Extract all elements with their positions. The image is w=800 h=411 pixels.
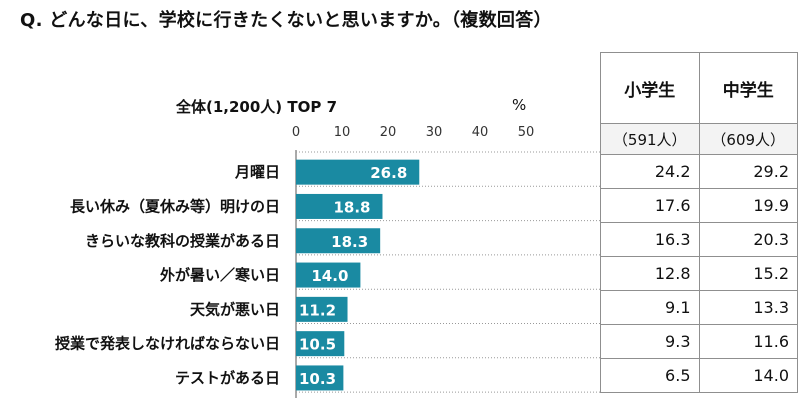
sample-size-elementary: （591人） — [600, 123, 700, 155]
category-label: 長い休み（夏休み等）明けの日 — [70, 197, 280, 215]
breakdown-row: 24.2 29.2 — [600, 154, 798, 189]
column-header-junior-high: 中学生 — [698, 52, 798, 124]
bar-value-label: 10.3 — [299, 370, 336, 388]
junior-high-value: 13.3 — [698, 290, 798, 325]
bar-value-label: 18.3 — [331, 233, 368, 251]
breakdown-row: 16.3 20.3 — [600, 222, 798, 257]
bar-value-label: 14.0 — [311, 267, 348, 285]
x-tick-label: 10 — [334, 125, 351, 140]
category-label: 授業で発表しなければならない日 — [55, 335, 280, 353]
junior-high-value: 15.2 — [698, 256, 798, 291]
category-label: テストがある日 — [175, 369, 280, 387]
junior-high-value: 20.3 — [698, 222, 798, 257]
breakdown-row: 9.1 13.3 — [600, 290, 798, 325]
bar-value-label: 18.8 — [333, 198, 370, 216]
category-label: 外が暑い／寒い日 — [159, 266, 280, 284]
column-header-elementary: 小学生 — [600, 52, 700, 124]
bar-value-label: 26.8 — [370, 164, 407, 182]
breakdown-row: 12.8 15.2 — [600, 256, 798, 291]
breakdown-row: 6.5 14.0 — [600, 358, 798, 393]
chart-title: 全体(1,200人) TOP 7 — [176, 98, 338, 116]
breakdown-count-row: （591人） （609人） — [600, 123, 798, 155]
elementary-value: 9.3 — [600, 324, 700, 359]
x-tick-label: 20 — [380, 125, 397, 140]
x-tick-label: 50 — [518, 125, 535, 140]
bar-value-label: 11.2 — [299, 301, 336, 319]
bar — [296, 296, 348, 322]
elementary-value: 17.6 — [600, 188, 700, 223]
junior-high-value: 19.9 — [698, 188, 798, 223]
elementary-value: 16.3 — [600, 222, 700, 257]
x-tick-label: 30 — [426, 125, 443, 140]
bar — [296, 331, 345, 357]
sample-size-junior-high: （609人） — [698, 123, 798, 155]
bar — [296, 262, 361, 288]
bar — [296, 365, 344, 391]
junior-high-value: 14.0 — [698, 358, 798, 393]
bar-value-label: 10.5 — [299, 336, 336, 354]
junior-high-value: 29.2 — [698, 154, 798, 189]
x-tick-label: 40 — [472, 125, 489, 140]
breakdown-row: 17.6 19.9 — [600, 188, 798, 223]
category-label: きらいな教科の授業がある日 — [85, 232, 280, 250]
elementary-value: 9.1 — [600, 290, 700, 325]
junior-high-value: 11.6 — [698, 324, 798, 359]
unit-label: % — [512, 96, 527, 114]
breakdown-table: 小学生 中学生 （591人） （609人） 24.2 29.2 17.6 19.9 16… — [600, 52, 798, 393]
category-label: 月曜日 — [234, 163, 280, 181]
bar — [296, 228, 381, 254]
bar — [296, 193, 383, 219]
breakdown-header-row: 小学生 中学生 — [600, 52, 798, 124]
elementary-value: 12.8 — [600, 256, 700, 291]
question-text: Q. どんな日に、学校に行きたくないと思いますか。（複数回答） — [20, 10, 552, 31]
elementary-value: 24.2 — [600, 154, 700, 189]
x-tick-label: 0 — [292, 125, 300, 140]
bar — [296, 159, 420, 185]
elementary-value: 6.5 — [600, 358, 700, 393]
bar-chart: 0 10 20 30 40 50 月曜日 26.8 長い休み（夏休み等）明けの日 18.8 きらいな… — [55, 125, 600, 398]
category-label: 天気が悪い日 — [190, 300, 280, 318]
breakdown-row: 9.3 11.6 — [600, 324, 798, 359]
